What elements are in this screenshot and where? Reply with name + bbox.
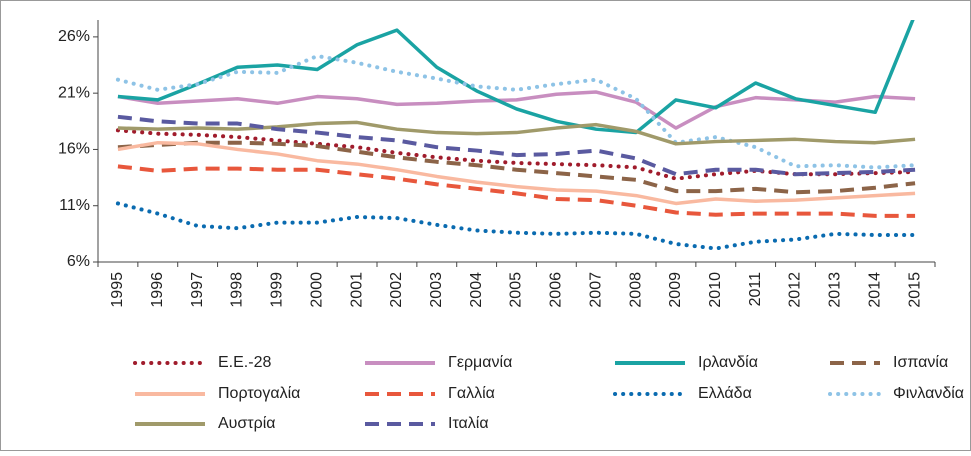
- x-tick-label: 2002: [388, 272, 405, 308]
- legend-label: Φινλανδία: [893, 385, 964, 402]
- x-tick-label: 2008: [627, 272, 644, 308]
- legend-label: Ε.Ε.-28: [218, 354, 271, 371]
- x-tick-label: 2004: [468, 272, 485, 308]
- series-line: [117, 140, 916, 206]
- series-line: [117, 20, 915, 135]
- series-line: [117, 90, 916, 130]
- x-tick-label: 2000: [308, 272, 325, 308]
- x-tick-label: 2012: [787, 272, 804, 308]
- legend-label: Πορτογαλία: [218, 385, 300, 402]
- x-tick-label: 1998: [229, 272, 246, 308]
- x-tick-label: 2014: [866, 272, 883, 308]
- legend-label: Γερμανία: [448, 354, 512, 371]
- y-tick-label: 21%: [58, 84, 90, 101]
- x-tick-label: 2011: [747, 272, 764, 307]
- x-tick-label: 1999: [269, 272, 286, 308]
- legend-label: Ισπανία: [893, 354, 948, 371]
- series-line: [115, 54, 918, 170]
- x-tick-label: 2003: [428, 272, 445, 308]
- series-line: [117, 140, 916, 195]
- y-tick-label: 16%: [58, 141, 90, 158]
- legend-label: Ελλάδα: [698, 385, 752, 402]
- series-line: [115, 201, 918, 251]
- legend-label: Ιταλία: [448, 415, 489, 432]
- legend-label: Γαλλία: [448, 385, 495, 402]
- y-tick-label: 26%: [58, 28, 90, 45]
- series-line: [117, 114, 916, 177]
- x-tick-label: 2006: [548, 272, 565, 308]
- plot-lines: [115, 20, 918, 251]
- x-tick-label: 1995: [109, 272, 126, 308]
- x-tick-label: 2009: [667, 272, 684, 308]
- series-line: [117, 164, 916, 218]
- x-tick-label: 2007: [587, 272, 604, 308]
- y-tick-label: 6%: [67, 253, 90, 270]
- x-tick-label: 2005: [508, 272, 525, 308]
- x-tick-label: 2015: [906, 272, 923, 308]
- x-tick-label: 2010: [707, 272, 724, 308]
- x-tick-label: 1996: [149, 272, 166, 308]
- x-tick-label: 1997: [189, 272, 206, 308]
- x-tick-label: 2001: [348, 272, 365, 308]
- legend-label: Ιρλανδία: [698, 354, 758, 371]
- x-tick-label: 2013: [827, 272, 844, 308]
- legend-label: Αυστρία: [218, 415, 276, 432]
- y-tick-label: 11%: [59, 197, 90, 214]
- series-line: [117, 120, 916, 146]
